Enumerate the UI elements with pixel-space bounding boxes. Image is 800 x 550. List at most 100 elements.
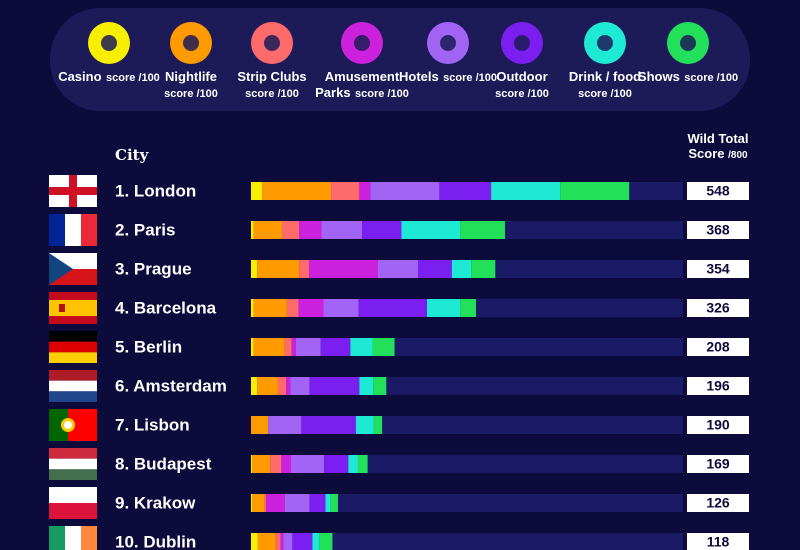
flag-part — [49, 469, 97, 480]
bar-segment — [257, 377, 278, 395]
total-box — [687, 533, 749, 550]
total-header: Wild Total Score /800 — [682, 131, 754, 161]
bar-segment — [251, 338, 254, 356]
bar-segment — [348, 455, 358, 473]
legend-item: Hotels score /100 — [396, 69, 500, 86]
bar-segment — [253, 221, 283, 239]
bar-segment — [426, 299, 461, 317]
total-box — [687, 299, 749, 317]
legend-item: Casino score /100 — [57, 69, 161, 86]
bar-segment — [560, 182, 630, 200]
legend-glyph — [183, 35, 199, 51]
bar-segment — [320, 338, 351, 356]
total-box — [687, 416, 749, 434]
flag — [49, 331, 97, 363]
flag — [49, 292, 97, 324]
bar-segment — [460, 221, 505, 239]
total-max: /800 — [728, 150, 748, 161]
bar-segment — [460, 299, 476, 317]
bar-segment — [251, 416, 269, 434]
bar-segment — [358, 299, 427, 317]
bar-segment — [301, 416, 356, 434]
bar-segment — [251, 377, 258, 395]
category-header: City — [115, 146, 150, 164]
legend-suffix: score /100 — [164, 88, 218, 100]
bar-segment — [373, 416, 383, 434]
total-value: 208 — [706, 339, 730, 355]
category-label: 6. Amsterdam — [115, 376, 227, 395]
bar-segment — [281, 455, 292, 473]
bar-segment — [357, 455, 368, 473]
flag-part — [81, 526, 97, 550]
bar-segment — [252, 455, 271, 473]
bar-segment — [359, 182, 371, 200]
flag — [49, 487, 97, 519]
bar-segment — [491, 182, 561, 200]
bar-segment — [277, 377, 287, 395]
bar-segment — [372, 338, 395, 356]
total-header-text: Wild Total Score — [687, 131, 749, 161]
category-label: 5. Berlin — [115, 337, 182, 356]
legend-name: Hotels — [398, 69, 439, 84]
flag-part — [49, 214, 65, 246]
bar-segment — [418, 260, 452, 278]
bar-segment — [264, 494, 267, 512]
bar-segment — [283, 533, 293, 550]
bar-segment — [252, 494, 265, 512]
flag-part — [49, 341, 97, 353]
legend-glyph — [680, 35, 696, 51]
flag — [49, 253, 97, 285]
flag-part — [65, 214, 81, 246]
flag-part — [49, 331, 97, 342]
bar-segment — [262, 182, 332, 200]
bar-segment — [298, 299, 324, 317]
total-box — [687, 221, 749, 239]
bar-segment — [350, 338, 373, 356]
bar-track — [251, 494, 683, 512]
total-value: 169 — [706, 456, 730, 472]
bar-segment — [323, 299, 359, 317]
bar-segment — [299, 221, 322, 239]
bar-segment — [370, 182, 440, 200]
flag-part — [49, 458, 97, 470]
bar-segment — [284, 494, 310, 512]
legend-glyph — [264, 35, 280, 51]
bar-segment — [324, 455, 349, 473]
bar-segment — [280, 533, 284, 550]
bar-segment — [373, 377, 387, 395]
total-value: 196 — [706, 378, 730, 394]
total-box — [687, 338, 749, 356]
bar-segment — [308, 260, 378, 278]
legend-name: Amusement Parks — [315, 69, 400, 100]
total-box — [687, 377, 749, 395]
total-box — [687, 260, 749, 278]
bar-segment — [355, 416, 374, 434]
flag-part — [49, 352, 97, 363]
bar-segment — [290, 377, 310, 395]
bar-segment — [270, 455, 282, 473]
bar-segment — [251, 494, 253, 512]
bar-segment — [401, 221, 461, 239]
category-label: 9. Krakow — [115, 493, 196, 512]
legend-suffix: score /100 — [105, 72, 160, 84]
legend-name: Shows — [637, 69, 680, 84]
category-label: 7. Lisbon — [115, 415, 190, 434]
bar-segment — [275, 533, 281, 550]
legend-suffix: score /100 — [443, 72, 497, 84]
category-label: 10. Dublin — [115, 532, 196, 550]
flag — [49, 370, 97, 402]
total-value: 354 — [706, 261, 730, 277]
bar-segment — [325, 494, 331, 512]
bar-segment — [292, 533, 313, 550]
legend-suffix: score /100 — [245, 88, 299, 100]
legend-glyph — [597, 35, 613, 51]
bar-segment — [251, 533, 258, 550]
bar-segment — [251, 221, 254, 239]
flag-part — [81, 214, 97, 246]
bar-segment — [451, 260, 472, 278]
bar-segment — [257, 533, 276, 550]
legend-name: Casino — [58, 69, 102, 84]
flag — [49, 214, 97, 246]
